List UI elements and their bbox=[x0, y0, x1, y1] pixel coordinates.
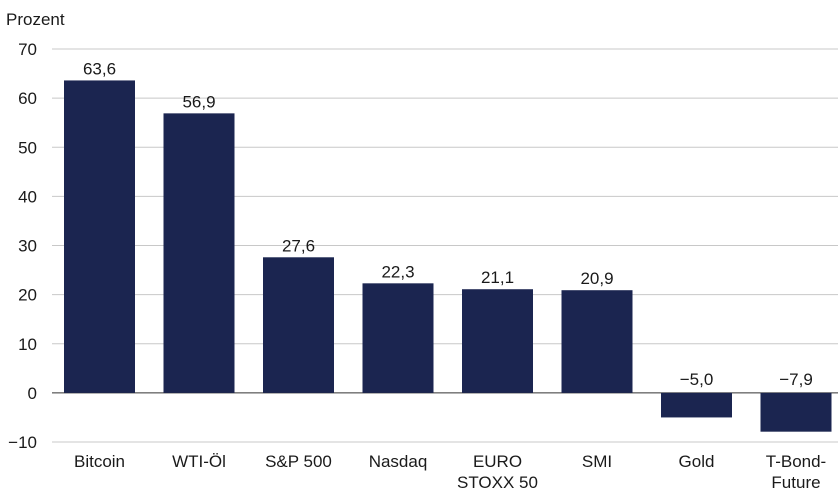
bar bbox=[561, 290, 633, 393]
y-tick-label: 70 bbox=[18, 40, 37, 59]
x-category-label: STOXX 50 bbox=[457, 473, 538, 492]
data-label: 63,6 bbox=[83, 59, 116, 78]
bar bbox=[263, 257, 334, 393]
bar bbox=[163, 113, 235, 393]
data-label: 27,6 bbox=[282, 236, 315, 255]
x-category-label: EURO bbox=[473, 452, 522, 471]
bar bbox=[661, 392, 732, 418]
y-tick-label: 10 bbox=[18, 335, 37, 354]
data-label: −5,0 bbox=[680, 370, 714, 389]
value-labels: 63,6 56,9 27,6 22,3 21,1 20,9 −5,0 −7,9 bbox=[83, 59, 813, 388]
category-labels: Bitcoin WTI-Öl S&P 500 Nasdaq EURO STOXX 50 SM… bbox=[74, 452, 826, 492]
bar bbox=[64, 80, 135, 393]
x-category-label: Future bbox=[771, 473, 820, 492]
x-category-label: Nasdaq bbox=[369, 452, 428, 471]
y-tick-label: 30 bbox=[18, 237, 37, 256]
bars bbox=[64, 80, 832, 432]
bar bbox=[760, 392, 832, 432]
x-category-label: S&P 500 bbox=[265, 452, 332, 471]
x-category-label: Bitcoin bbox=[74, 452, 125, 471]
y-axis-unit-label: Prozent bbox=[6, 10, 65, 29]
y-axis-ticks: 70 60 50 40 30 20 10 0 −10 bbox=[8, 40, 37, 452]
data-label: 22,3 bbox=[381, 262, 414, 281]
y-tick-label: 60 bbox=[18, 89, 37, 108]
x-category-label: WTI-Öl bbox=[172, 452, 226, 471]
y-tick-label: 20 bbox=[18, 286, 37, 305]
data-label: 20,9 bbox=[580, 269, 613, 288]
y-tick-label: 0 bbox=[28, 384, 37, 403]
bar bbox=[462, 289, 533, 393]
bar bbox=[362, 283, 434, 393]
y-tick-label: −10 bbox=[8, 433, 37, 452]
data-label: 21,1 bbox=[481, 268, 514, 287]
data-label: 56,9 bbox=[182, 92, 215, 111]
y-tick-label: 50 bbox=[18, 138, 37, 157]
x-category-label: T-Bond- bbox=[766, 452, 826, 471]
data-label: −7,9 bbox=[779, 370, 813, 389]
x-category-label: SMI bbox=[582, 452, 612, 471]
y-tick-label: 40 bbox=[18, 187, 37, 206]
x-category-label: Gold bbox=[679, 452, 715, 471]
